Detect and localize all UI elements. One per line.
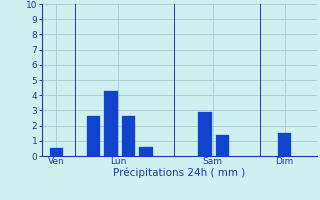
Bar (104, 91, 118, 156)
Bar (216, 135, 229, 156)
Bar (278, 133, 292, 156)
Bar (87, 116, 100, 156)
Bar (139, 147, 153, 156)
Bar (198, 112, 212, 156)
Bar (122, 116, 135, 156)
X-axis label: Précipitations 24h ( mm ): Précipitations 24h ( mm ) (113, 168, 245, 178)
Bar (50, 148, 63, 156)
